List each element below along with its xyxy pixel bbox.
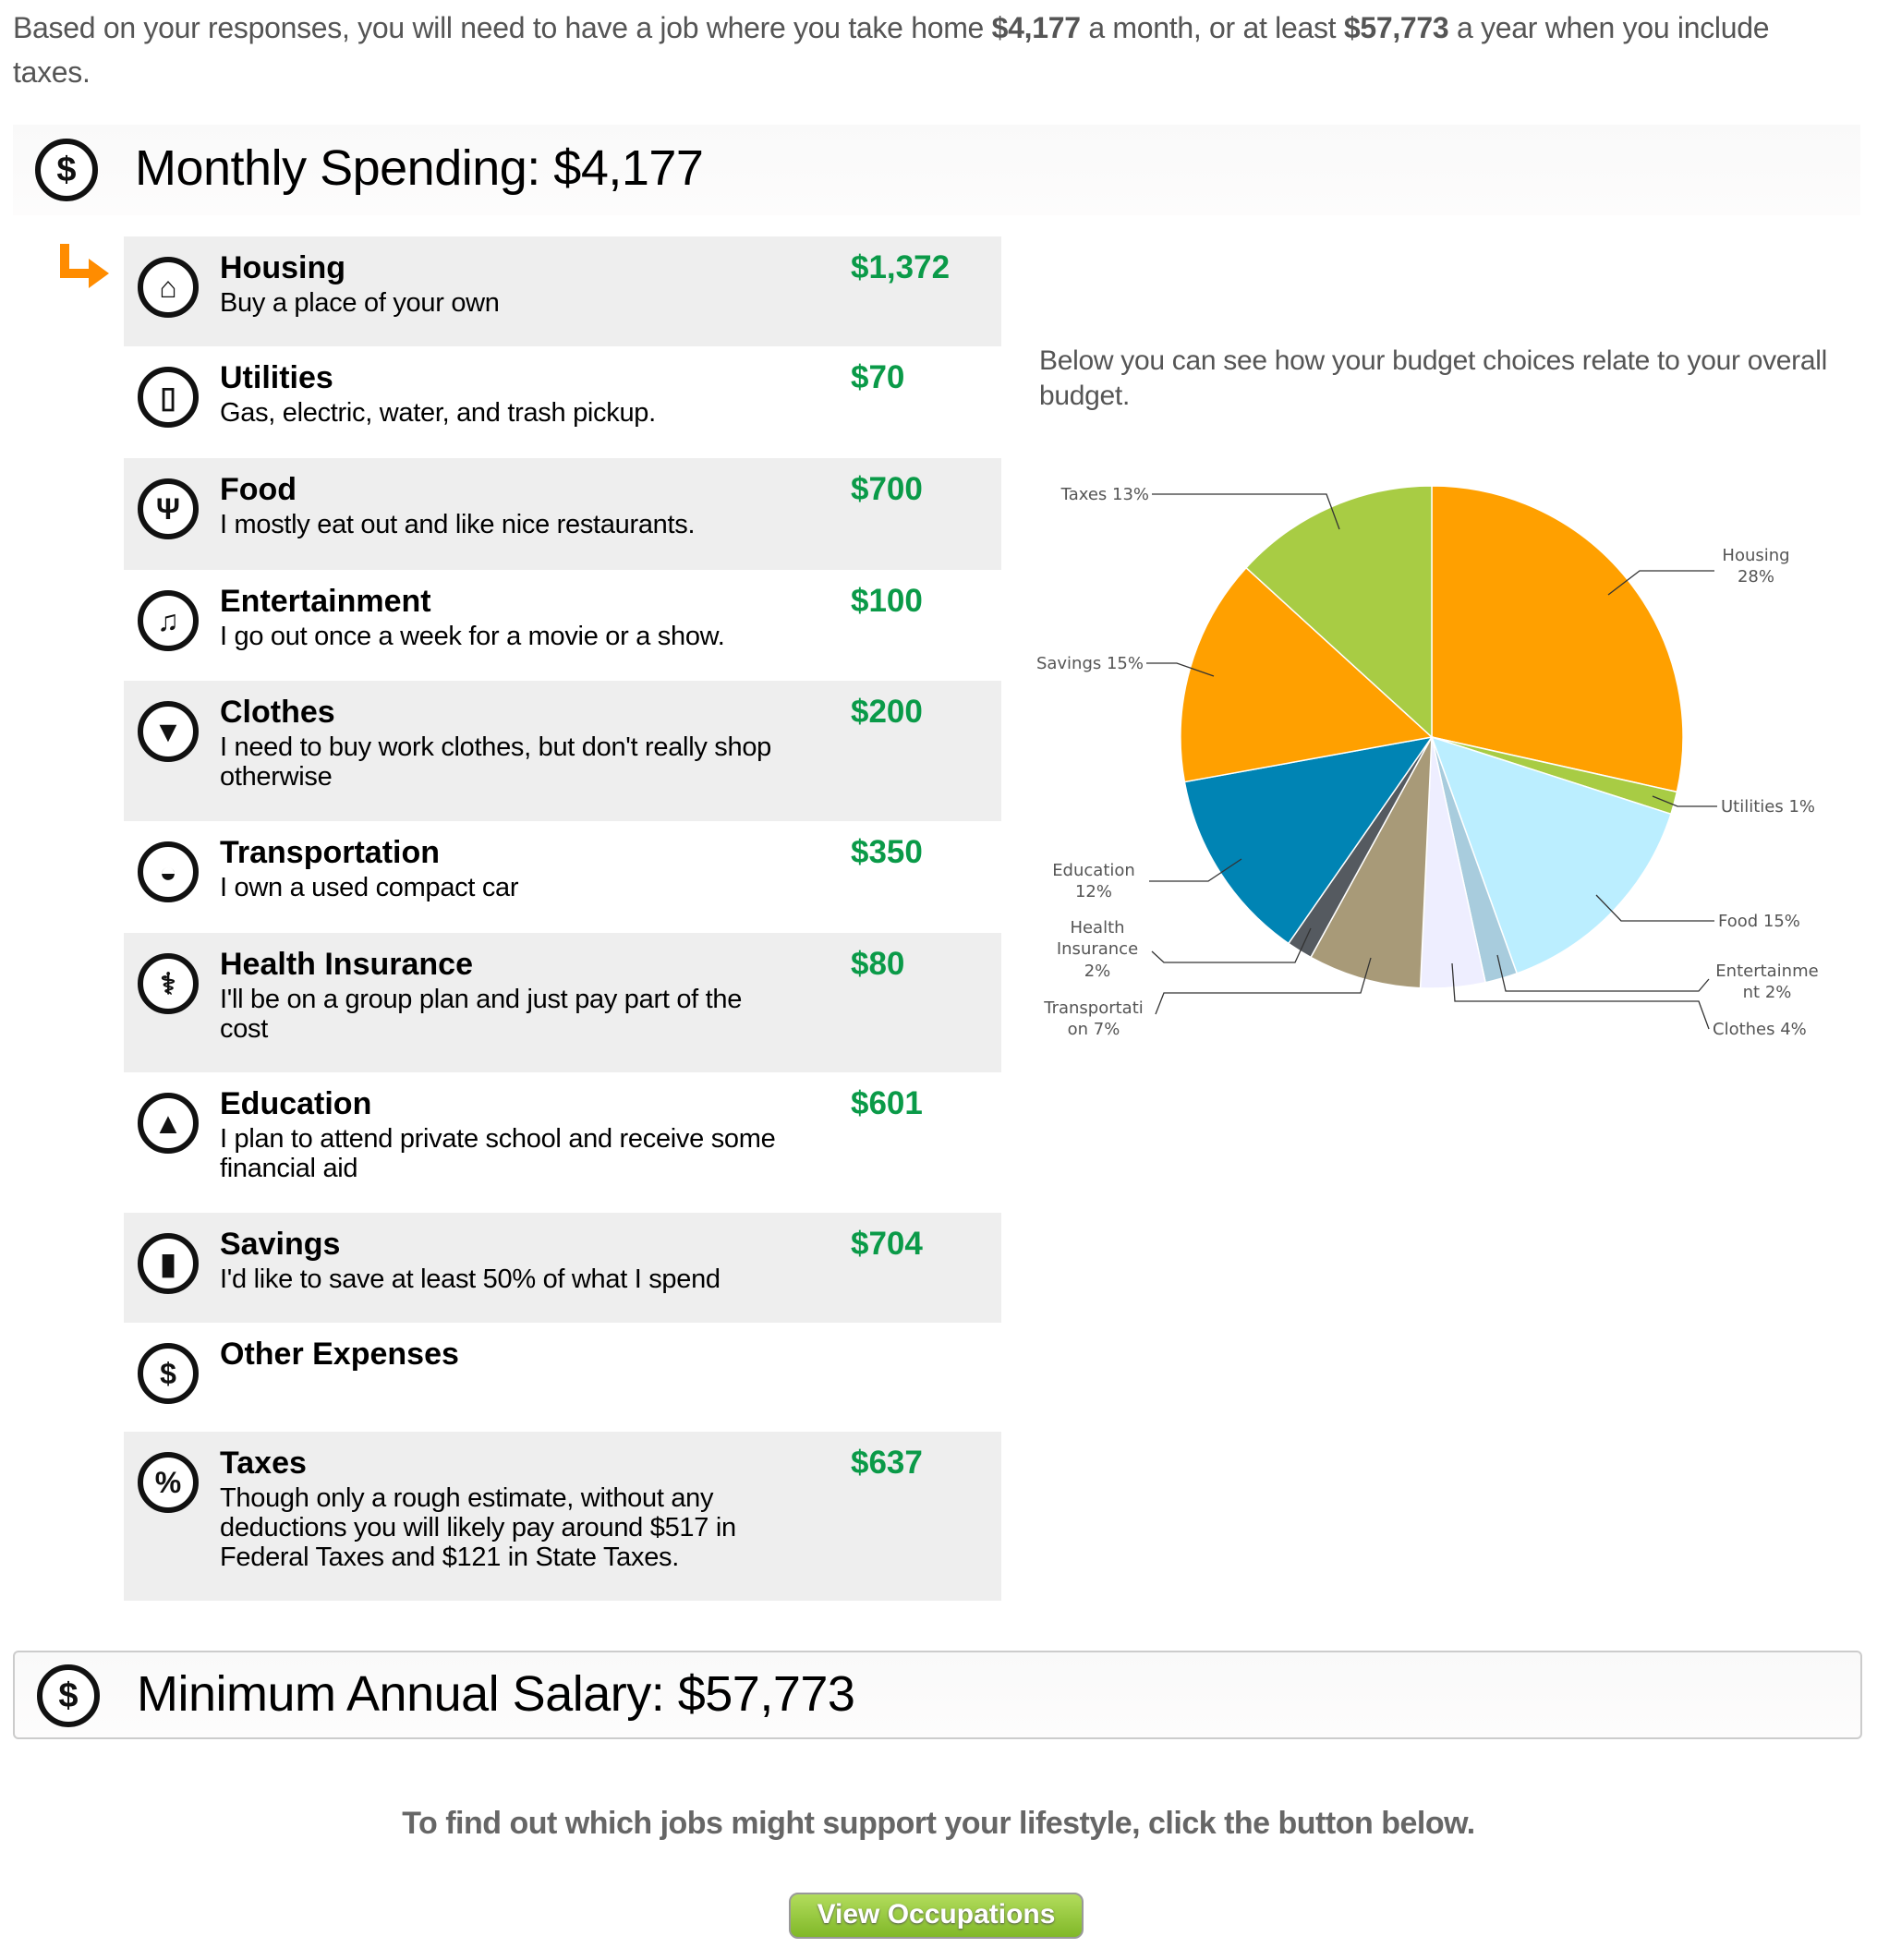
annual-salary: $57,773 xyxy=(1343,11,1449,44)
house-icon: ⌂ xyxy=(138,257,199,318)
pie-label: Clothes 4% xyxy=(1713,1020,1807,1039)
dollar-icon: $ xyxy=(35,139,98,201)
music-note-icon: ♫ xyxy=(138,590,199,651)
row-description: I'd like to save at least 50% of what I … xyxy=(220,1264,721,1294)
spending-row-taxes: % Taxes Though only a rough estimate, with… xyxy=(124,1432,1001,1601)
row-amount: $80 xyxy=(851,946,905,982)
pie-label: Insurance xyxy=(1057,939,1138,959)
row-title: Clothes xyxy=(220,695,335,730)
dollar-icon: $ xyxy=(37,1664,100,1727)
row-description: I'll be on a group plan and just pay par… xyxy=(220,985,743,1044)
monthly-spending-header: $ Monthly Spending: $4,177 xyxy=(13,125,1860,215)
leader-line xyxy=(1149,858,1242,882)
leader-line xyxy=(1152,493,1340,530)
monthly-spending-title: Monthly Spending: $4,177 xyxy=(135,140,704,196)
row-amount: $70 xyxy=(851,359,905,395)
row-description: I need to buy work clothes, but don't re… xyxy=(220,732,771,792)
spending-row-other-expenses: $ Other Expenses xyxy=(124,1323,1001,1432)
pie-label: Education xyxy=(1052,861,1135,880)
leader-line xyxy=(1607,570,1714,596)
pie-label: nt 2% xyxy=(1743,983,1792,1002)
intro-part: Based on your responses, you will need t… xyxy=(13,11,992,44)
pie-label: Savings 15% xyxy=(1036,654,1144,673)
shirt-icon: ▼ xyxy=(138,701,199,762)
row-amount: $637 xyxy=(851,1445,923,1481)
pie-label: on 7% xyxy=(1068,1020,1120,1039)
orange-arrow-icon xyxy=(60,244,109,288)
annual-salary-header: $ Minimum Annual Salary: $57,773 xyxy=(13,1651,1862,1739)
intro-part: a month, or at least xyxy=(1080,11,1344,44)
pie-label: Transportati xyxy=(1043,998,1144,1018)
row-description: Gas, electric, water, and trash pickup. xyxy=(220,398,656,428)
leader-line xyxy=(1451,962,1710,1030)
spending-row-entertainment: ♫ Entertainment I go out once a week for a… xyxy=(124,570,1001,681)
spending-row-housing: ⌂ Housing Buy a place of your own $1,372 xyxy=(124,236,1001,346)
row-title: Other Expenses xyxy=(220,1337,459,1372)
row-amount: $350 xyxy=(851,834,923,870)
pie-label: Utilities 1% xyxy=(1721,797,1815,817)
spending-row-health-insurance: ⚕ Health Insurance I'll be on a group plan… xyxy=(124,933,1001,1072)
row-amount: $700 xyxy=(851,471,923,507)
pie-slice-taxes xyxy=(1244,485,1433,739)
spending-row-education: ▲ Education I plan to attend private schoo… xyxy=(124,1072,1001,1213)
leader-line xyxy=(1496,954,1710,992)
row-amount: $704 xyxy=(851,1226,923,1262)
spending-row-transportation: ◒ Transportation I own a used compact car $… xyxy=(124,821,1001,933)
caduceus-icon: ⚕ xyxy=(138,953,199,1014)
leader-line xyxy=(1155,957,1372,1015)
car-icon: ◒ xyxy=(138,841,199,902)
row-title: Savings xyxy=(220,1227,341,1262)
row-amount: $601 xyxy=(851,1085,923,1121)
row-title: Health Insurance xyxy=(220,947,473,982)
view-occupations-button[interactable]: View Occupations xyxy=(789,1893,1084,1939)
leader-line xyxy=(1146,662,1215,677)
annual-salary-title: Minimum Annual Salary: $57,773 xyxy=(137,1666,855,1722)
phone-icon: ▯ xyxy=(138,367,199,428)
fork-knife-icon: Ψ xyxy=(138,478,199,539)
pie-label: 28% xyxy=(1738,567,1774,587)
row-description: Though only a rough estimate, without an… xyxy=(220,1483,736,1572)
pie-label: Health xyxy=(1070,918,1124,938)
dollar-icon: $ xyxy=(138,1343,199,1404)
pie-label: Food 15% xyxy=(1718,912,1800,931)
pie-label: Housing xyxy=(1722,546,1789,565)
spending-row-utilities: ▯ Utilities Gas, electric, water, and tras… xyxy=(124,346,1001,458)
row-title: Taxes xyxy=(220,1446,307,1481)
monthly-takehome: $4,177 xyxy=(991,11,1081,44)
intro-part: a year when you include taxes. xyxy=(13,11,1770,89)
row-title: Housing xyxy=(220,250,345,285)
row-description: Buy a place of your own xyxy=(220,288,500,318)
pie-label: Taxes 13% xyxy=(1060,485,1149,504)
row-title: Utilities xyxy=(220,360,333,395)
cta-text: To find out which jobs might support you… xyxy=(402,1806,1475,1841)
row-title: Education xyxy=(220,1086,372,1121)
chart-caption: Below you can see how your budget choice… xyxy=(1039,345,1827,411)
row-amount: $200 xyxy=(851,694,923,730)
spending-row-clothes: ▼ Clothes I need to buy work clothes, but … xyxy=(124,681,1001,821)
leader-line xyxy=(1652,795,1717,807)
row-amount: $100 xyxy=(851,583,923,619)
budget-pie-chart: Housing 28% Utilities 1% Food 15% Entertainm… xyxy=(1036,485,1819,1039)
row-description: I mostly eat out and like nice restauran… xyxy=(220,510,696,539)
intro-text: Based on your responses, you will need t… xyxy=(13,6,1851,94)
pie-slice-transportation xyxy=(1309,736,1433,989)
row-title: Transportation xyxy=(220,835,441,870)
percent-icon: % xyxy=(138,1452,199,1513)
pie-label: 2% xyxy=(1084,962,1111,981)
row-title: Entertainment xyxy=(220,584,431,619)
leader-line xyxy=(1151,927,1312,963)
row-description: I own a used compact car xyxy=(220,873,519,902)
leader-line xyxy=(1595,894,1714,922)
spending-row-savings: ▮ Savings I'd like to save at least 50% of… xyxy=(124,1213,1001,1323)
row-title: Food xyxy=(220,472,297,507)
graduation-cap-icon: ▲ xyxy=(138,1093,199,1154)
row-amount: $1,372 xyxy=(851,249,951,285)
row-description: I plan to attend private school and rece… xyxy=(220,1124,776,1183)
spending-row-food: Ψ Food I mostly eat out and like nice rest… xyxy=(124,458,1001,570)
row-description: I go out once a week for a movie or a sh… xyxy=(220,622,725,651)
bar-chart-icon: ▮ xyxy=(138,1233,199,1294)
pie-label: 12% xyxy=(1075,882,1112,901)
pie-label: Entertainme xyxy=(1715,962,1818,981)
